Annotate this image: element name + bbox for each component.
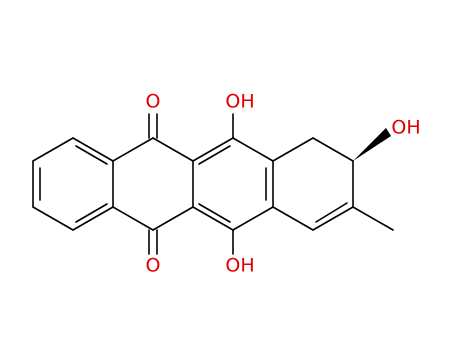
atom-label: O: [146, 255, 161, 277]
atom-label: O: [146, 91, 161, 113]
bonds: [32, 113, 394, 255]
atom-label: OH: [225, 255, 254, 277]
atom-label: OH: [225, 91, 254, 113]
atom-label: OH: [391, 117, 420, 139]
